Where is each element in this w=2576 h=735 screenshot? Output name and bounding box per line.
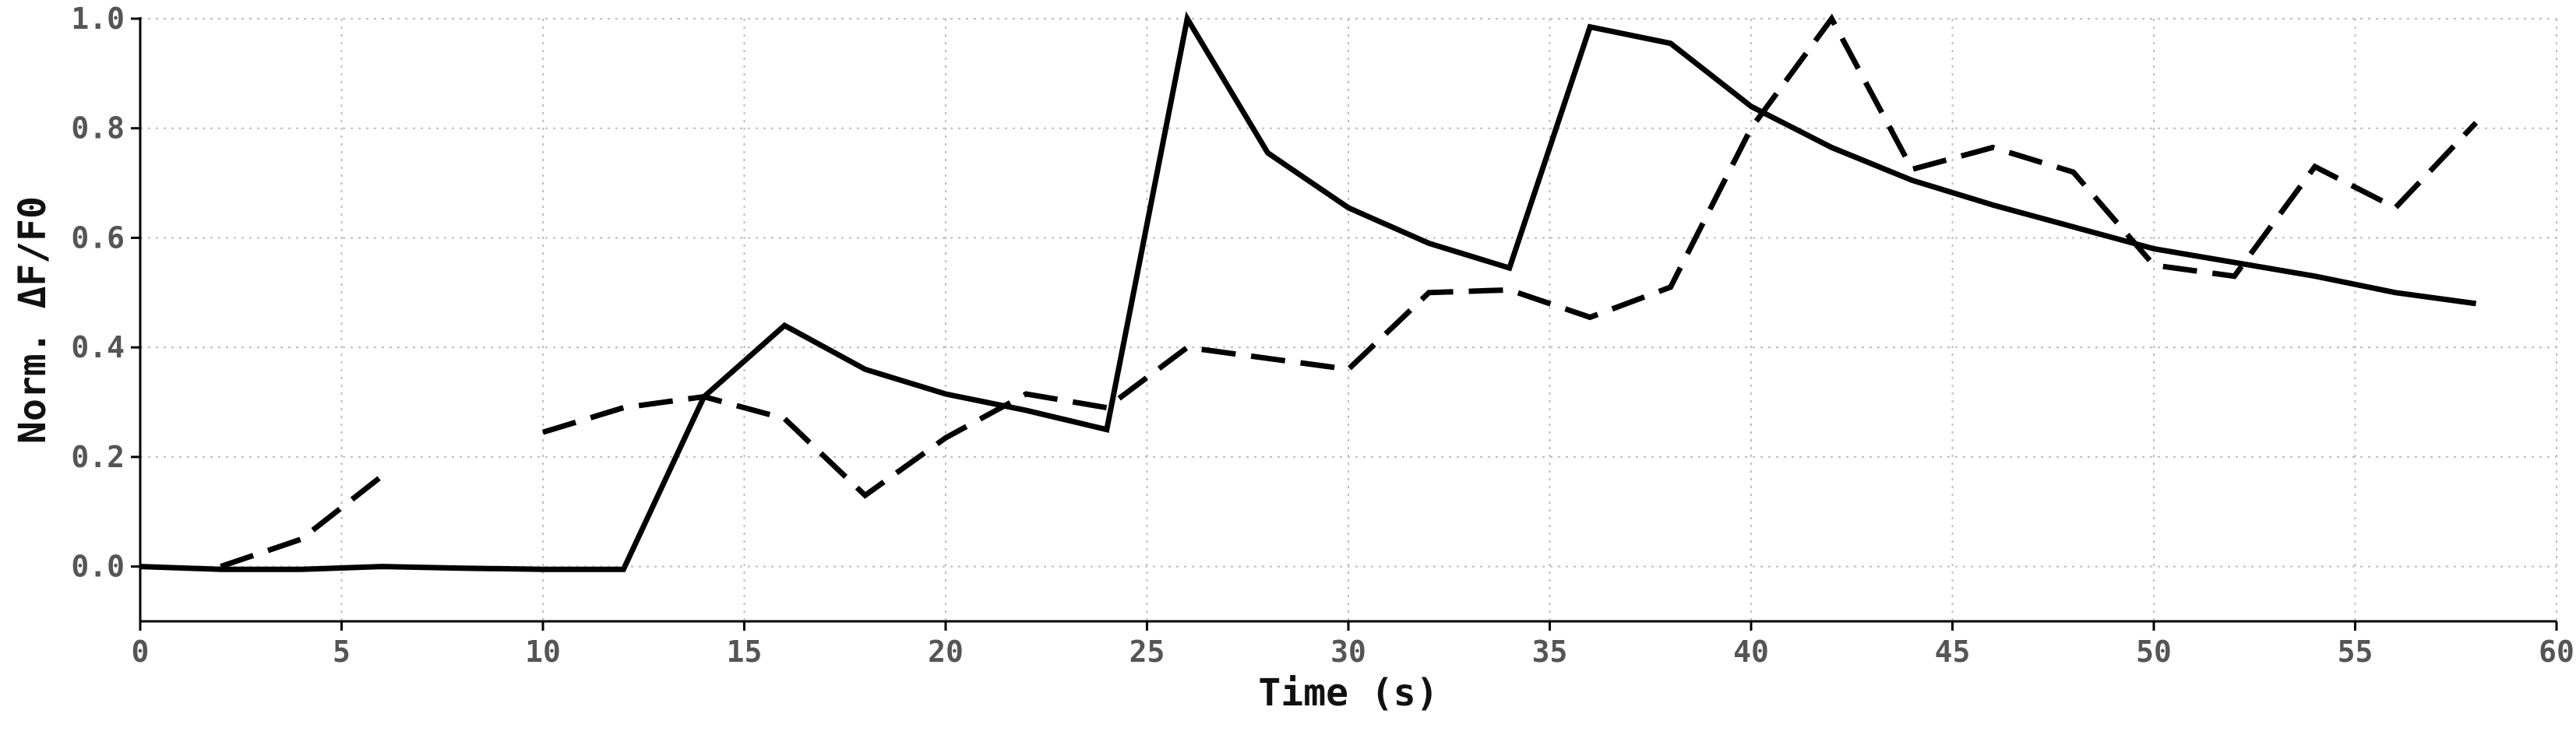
axes <box>131 17 2558 631</box>
y-tick-label: 0.8 <box>71 111 125 146</box>
x-tick-label: 10 <box>525 635 561 669</box>
dashed-series-line <box>220 13 2479 569</box>
y-tick-label: 1.0 <box>71 2 125 36</box>
x-tick-label: 20 <box>928 635 964 669</box>
x-tick-label: 40 <box>1733 635 1769 669</box>
x-tick-label: 55 <box>2338 635 2373 669</box>
x-tick-label: 5 <box>333 635 351 669</box>
x-tick-label: 50 <box>2136 635 2172 669</box>
x-tick-label: 15 <box>727 635 763 669</box>
x-tick-label: 45 <box>1935 635 1971 669</box>
y-tick-label: 0.2 <box>71 440 125 474</box>
y-tick-label: 0.6 <box>71 220 125 255</box>
x-tick-label: 30 <box>1330 635 1366 669</box>
x-tick-label: 25 <box>1129 635 1165 669</box>
x-axis-label: Time (s) <box>1258 671 1438 715</box>
y-tick-label: 0.0 <box>71 550 125 584</box>
x-tick-label: 0 <box>132 635 150 669</box>
x-tick-label: 35 <box>1532 635 1568 669</box>
y-axis-label: Norm. ΔF/F0 <box>11 196 55 444</box>
grid-lines <box>140 18 2557 621</box>
x-tick-label: 60 <box>2539 635 2574 669</box>
tick-labels: 0 5 10 15 20 25 30 35 40 45 50 55 60 0.0 0.2 0.4 0.6 0.8 1… <box>71 2 2574 669</box>
y-tick-label: 0.4 <box>71 330 125 364</box>
solid-series-line <box>139 11 2477 572</box>
series-lines <box>139 11 2479 572</box>
